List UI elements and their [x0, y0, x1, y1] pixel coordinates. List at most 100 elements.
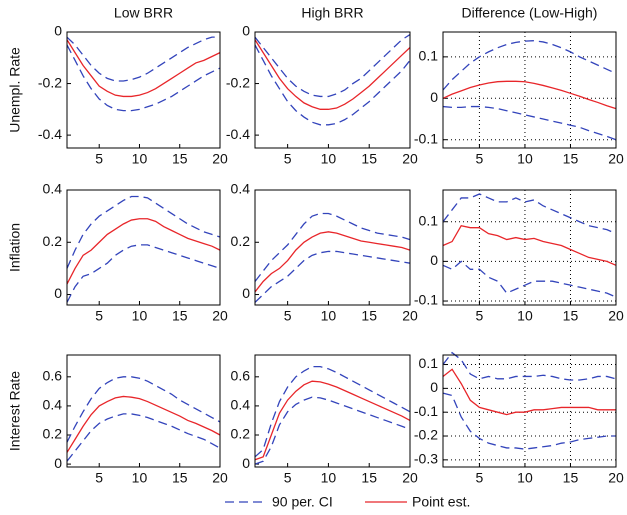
x-tick-label: 10	[132, 470, 148, 486]
plot-area	[67, 32, 220, 148]
y-tick-label: 0	[430, 89, 438, 105]
ci-line	[442, 40, 617, 91]
point-line	[66, 395, 221, 453]
ci-line	[442, 105, 617, 141]
x-tick-label: 5	[476, 308, 484, 324]
x-tick-label: 15	[563, 308, 579, 324]
x-tick-label: 10	[321, 151, 337, 167]
axes-box	[254, 31, 411, 149]
ci-line	[66, 244, 221, 303]
ci-line	[442, 260, 617, 298]
y-tick-label: 0.4	[43, 181, 63, 197]
axes-box	[442, 354, 617, 468]
legend-label: Point est.	[412, 494, 470, 510]
y-tick-label: 0.2	[43, 233, 63, 249]
x-tick-label: 15	[172, 470, 188, 486]
x-tick-label: 5	[95, 308, 103, 324]
y-tick-label: 0.1	[419, 212, 439, 228]
x-tick-label: 15	[172, 151, 188, 167]
x-tick-label: 15	[361, 308, 377, 324]
point-line	[254, 231, 411, 293]
plot-area	[443, 190, 616, 305]
axes-box	[66, 31, 221, 149]
x-tick-label: 10	[517, 470, 533, 486]
y-tick-label: -0.4	[38, 126, 62, 142]
x-tick-label: 20	[608, 308, 624, 324]
y-tick-label: 0	[430, 252, 438, 268]
y-tick-label: 0.4	[43, 397, 63, 413]
y-tick-label: 0	[54, 285, 62, 301]
y-tick-label: -0.1	[414, 292, 438, 308]
x-tick-label: 10	[517, 151, 533, 167]
y-tick-label: 0.4	[231, 397, 251, 413]
point-line	[254, 39, 411, 110]
x-tick-label: 15	[361, 470, 377, 486]
y-tick-label: 0	[242, 285, 250, 301]
x-tick-label: 15	[172, 308, 188, 324]
x-tick-label: 5	[284, 151, 292, 167]
x-tick-label: 20	[212, 308, 228, 324]
x-tick-label: 20	[402, 470, 418, 486]
ci-line	[66, 376, 221, 443]
ci-line	[442, 351, 617, 381]
y-tick-label: -0.3	[414, 451, 438, 467]
axes-box	[254, 354, 411, 468]
x-tick-label: 20	[608, 151, 624, 167]
x-tick-label: 10	[321, 308, 337, 324]
panel-title: Difference (Low-High)	[462, 5, 598, 21]
y-tick-label: 0	[242, 23, 250, 39]
point-line	[442, 224, 617, 266]
x-tick-label: 20	[402, 308, 418, 324]
ci-line	[254, 396, 411, 465]
y-tick-label: -0.2	[226, 74, 250, 90]
y-tick-label: 0	[430, 379, 438, 395]
x-tick-label: 10	[132, 308, 148, 324]
ci-line	[254, 365, 411, 458]
y-tick-label: -0.2	[414, 427, 438, 443]
axes-box	[66, 354, 221, 468]
panel-title: High BRR	[301, 5, 363, 21]
x-tick-label: 15	[563, 470, 579, 486]
y-tick-label: 0	[54, 23, 62, 39]
x-tick-label: 20	[402, 151, 418, 167]
x-tick-label: 10	[321, 470, 337, 486]
x-tick-label: 5	[284, 308, 292, 324]
point-line	[442, 80, 617, 110]
legend-label: 90 per. CI	[272, 494, 333, 510]
plot-area	[255, 355, 410, 467]
x-tick-label: 5	[95, 151, 103, 167]
y-tick-label: 0.6	[43, 368, 63, 384]
y-tick-label: 0.2	[43, 426, 63, 442]
ci-line	[66, 195, 221, 269]
axes-box	[442, 31, 617, 149]
x-tick-label: 15	[563, 151, 579, 167]
y-tick-label: 0.4	[231, 181, 251, 197]
x-tick-label: 10	[517, 308, 533, 324]
plot-area	[255, 190, 410, 305]
y-tick-label: 0	[242, 455, 250, 471]
x-tick-label: 20	[608, 470, 624, 486]
point-line	[254, 380, 411, 461]
plot-area	[67, 190, 220, 305]
plot-area	[255, 32, 410, 148]
x-tick-label: 15	[361, 151, 377, 167]
axes-box	[254, 189, 411, 306]
y-axis-label: Interest Rate	[7, 371, 23, 451]
x-tick-label: 5	[476, 470, 484, 486]
axes-box	[442, 189, 617, 306]
x-tick-label: 5	[95, 470, 103, 486]
y-tick-label: 0.2	[231, 233, 251, 249]
axes-box	[66, 189, 221, 306]
panel-title: Low BRR	[114, 5, 173, 21]
y-tick-label: -0.4	[226, 126, 250, 142]
x-tick-label: 20	[212, 151, 228, 167]
ci-line	[442, 392, 616, 450]
point-line	[66, 39, 221, 98]
y-axis-label: Inflation	[7, 223, 23, 272]
y-tick-label: 0	[54, 455, 62, 471]
ci-line	[254, 34, 411, 98]
ci-line	[442, 193, 617, 235]
plot-area	[443, 32, 616, 148]
y-tick-label: 0.6	[231, 368, 251, 384]
